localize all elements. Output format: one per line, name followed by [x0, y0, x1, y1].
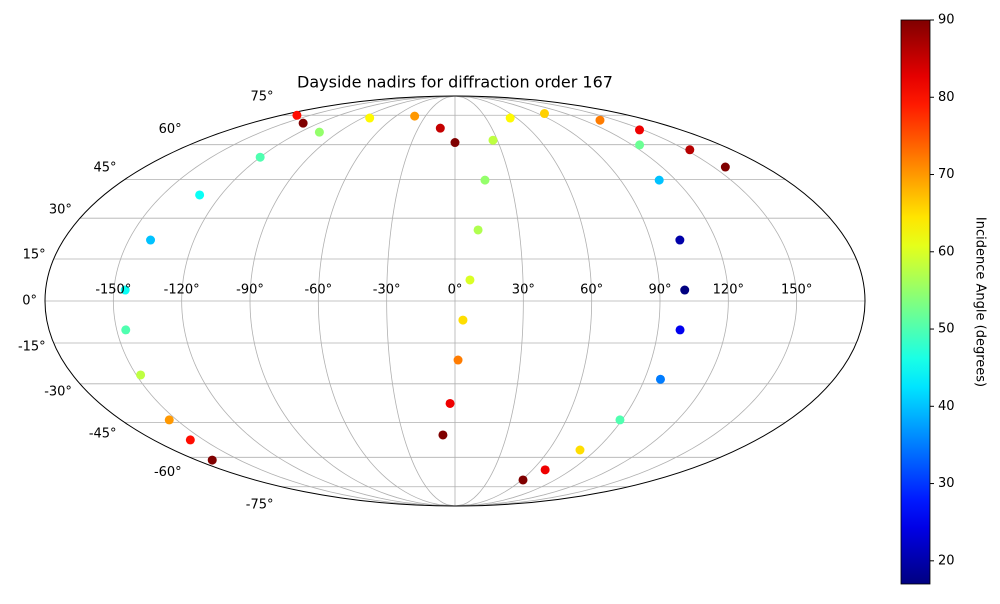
- data-point: [438, 430, 448, 440]
- colorbar-tick-label: 80: [938, 90, 955, 105]
- grid-line: [454, 95, 798, 507]
- data-point: [635, 140, 645, 150]
- x-tick-label: 30°: [512, 283, 535, 298]
- colorbar-tick-label: 40: [938, 399, 955, 414]
- data-point: [720, 162, 730, 172]
- x-tick-label: 90°: [648, 283, 671, 298]
- y-tick-label: 45°: [94, 160, 117, 175]
- data-point: [595, 115, 605, 125]
- x-tick-label: -150°: [95, 283, 131, 298]
- data-point: [615, 415, 625, 425]
- data-point: [298, 118, 308, 128]
- colorbar-tick-label: 50: [938, 322, 955, 337]
- data-point: [121, 325, 131, 335]
- y-tick-label: 75°: [250, 90, 273, 105]
- data-point: [473, 225, 483, 235]
- x-tick-label: 120°: [713, 283, 744, 298]
- y-tick-label: 0°: [22, 294, 37, 309]
- data-point: [654, 175, 664, 185]
- grid-line: [181, 95, 456, 507]
- y-tick-label: 15°: [23, 247, 46, 262]
- x-tick-label: 150°: [781, 283, 812, 298]
- x-tick-label: 60°: [580, 283, 603, 298]
- data-point: [465, 275, 475, 285]
- x-tick-label: -90°: [236, 283, 264, 298]
- data-point: [675, 235, 685, 245]
- data-point: [655, 374, 665, 384]
- y-tick-label: -45°: [89, 427, 117, 442]
- data-point: [435, 123, 445, 133]
- data-point: [207, 455, 217, 465]
- data-point: [185, 435, 195, 445]
- data-point: [480, 175, 490, 185]
- y-tick-label: 30°: [49, 203, 72, 218]
- data-point: [680, 285, 690, 295]
- data-point: [675, 325, 685, 335]
- data-point: [445, 398, 455, 408]
- data-point: [410, 111, 420, 121]
- data-point: [365, 113, 375, 123]
- chart-title: Dayside nadirs for diffraction order 167: [297, 73, 613, 92]
- colorbar-tick-label: 30: [938, 476, 955, 491]
- data-point: [539, 109, 549, 119]
- colorbar: [900, 19, 931, 585]
- data-point: [292, 110, 302, 120]
- data-point: [575, 445, 585, 455]
- y-tick-label: 60°: [159, 122, 182, 137]
- data-point: [488, 135, 498, 145]
- data-point: [635, 125, 645, 135]
- y-tick-label: -30°: [44, 384, 72, 399]
- x-tick-label: 0°: [448, 283, 463, 298]
- x-tick-label: -30°: [373, 283, 401, 298]
- grid-line: [112, 95, 456, 507]
- colorbar-tick-label: 20: [938, 553, 955, 568]
- colorbar-tick-label: 90: [938, 13, 955, 28]
- data-point: [314, 127, 324, 137]
- x-tick-label: -60°: [304, 283, 332, 298]
- grid-line: [454, 95, 524, 507]
- data-point: [458, 315, 468, 325]
- map-border: [44, 95, 866, 507]
- y-tick-label: -60°: [154, 465, 182, 480]
- data-point: [540, 465, 550, 475]
- grid-line: [386, 95, 456, 507]
- data-point: [120, 285, 130, 295]
- data-point: [518, 475, 528, 485]
- data-point: [195, 190, 205, 200]
- x-tick-label: -120°: [164, 283, 200, 298]
- data-point: [505, 113, 515, 123]
- data-point: [146, 235, 156, 245]
- data-point: [450, 138, 460, 148]
- data-point: [164, 415, 174, 425]
- data-point: [255, 152, 265, 162]
- colorbar-tick-label: 60: [938, 244, 955, 259]
- y-tick-label: -15°: [18, 340, 46, 355]
- grid-line: [454, 95, 593, 507]
- grid-line: [317, 95, 456, 507]
- y-tick-label: -75°: [246, 497, 274, 512]
- grid-line: [249, 95, 456, 507]
- grid-line: [454, 95, 661, 507]
- colorbar-label: Incidence Angle (degrees): [973, 217, 988, 387]
- data-point: [685, 145, 695, 155]
- grid-line: [454, 95, 729, 507]
- colorbar-tick-label: 70: [938, 167, 955, 182]
- data-point: [453, 355, 463, 365]
- data-point: [136, 370, 146, 380]
